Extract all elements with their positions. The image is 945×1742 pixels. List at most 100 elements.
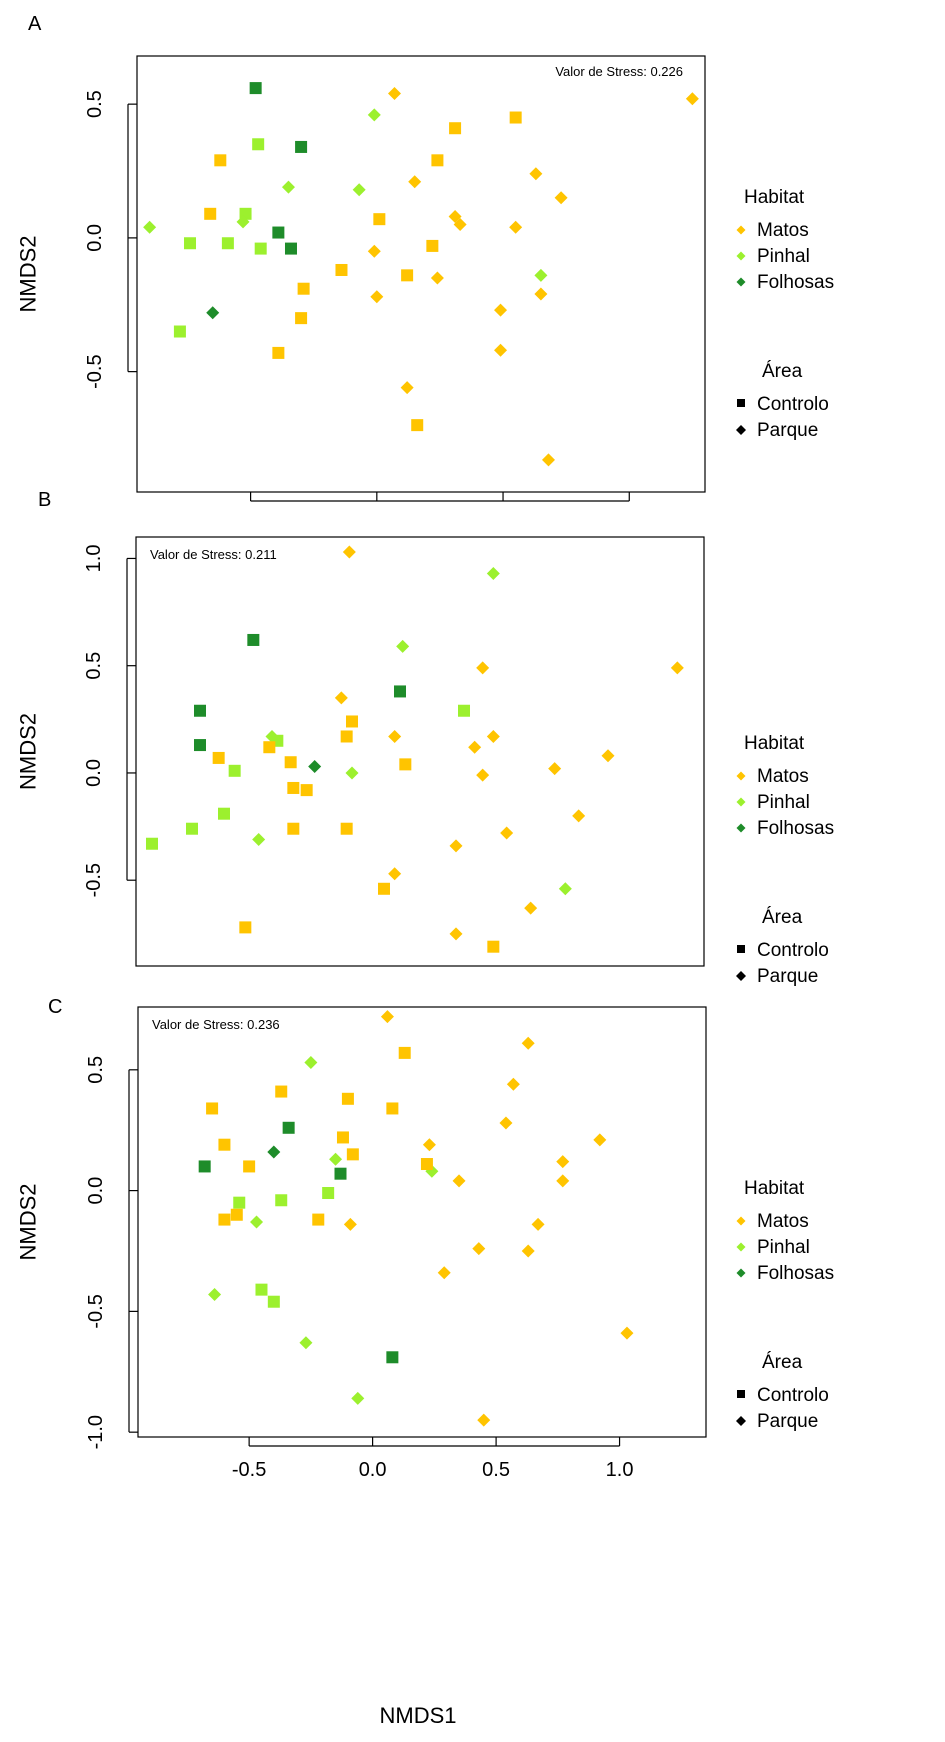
data-point-square: [295, 140, 308, 153]
plot-frame: [135, 536, 705, 967]
legend-habitat-label: Folhosas: [757, 272, 834, 293]
data-point-square: [411, 419, 424, 432]
data-point-square: [275, 1085, 288, 1098]
data-point-square: [297, 282, 310, 295]
data-point-square: [255, 1283, 268, 1296]
legend-habitat-marker: [736, 251, 746, 261]
y-tick-label: 1.0: [83, 545, 105, 573]
data-point-diamond: [534, 287, 548, 301]
legend-habitat-label: Pinhal: [757, 1237, 810, 1258]
data-point-square: [254, 242, 267, 255]
y-tick-label: 0.0: [83, 759, 105, 787]
data-point-square: [230, 1208, 243, 1221]
data-point-diamond: [422, 1138, 436, 1152]
data-point-diamond: [267, 1145, 281, 1159]
data-point-diamond: [367, 244, 381, 258]
legend-area-marker: [736, 1416, 746, 1426]
data-point-square: [233, 1196, 246, 1209]
data-point-diamond: [685, 92, 699, 106]
data-point-square: [267, 1295, 280, 1308]
y-tick-label: 0.5: [83, 652, 105, 680]
stress-label: Valor de Stress: 0.236: [152, 1017, 280, 1032]
data-point-square: [212, 751, 225, 764]
x-tick-label: -0.5: [232, 1459, 266, 1481]
data-point-square: [312, 1213, 325, 1226]
data-point-square: [340, 822, 353, 835]
data-point-diamond: [343, 1217, 357, 1231]
legend-habitat-title: Habitat: [744, 187, 805, 208]
data-point-diamond: [554, 191, 568, 205]
legend-habitat-label: Pinhal: [757, 792, 810, 813]
data-point-diamond: [486, 729, 500, 743]
data-point-diamond: [529, 167, 543, 181]
data-point-square: [346, 1148, 359, 1161]
data-point-diamond: [620, 1326, 634, 1340]
legend-habitat-marker: [736, 225, 746, 235]
data-point-diamond: [593, 1133, 607, 1147]
y-tick-label: -0.5: [85, 1294, 107, 1328]
legend-habitat-label: Matos: [757, 1211, 809, 1232]
legend-habitat-marker: [736, 823, 746, 833]
data-point-square: [426, 239, 439, 252]
data-point-square: [398, 1046, 411, 1059]
data-point-diamond: [281, 180, 295, 194]
data-point-diamond: [548, 762, 562, 776]
y-axis-label: NMDS2: [16, 713, 41, 790]
legend-habitat-label: Matos: [757, 766, 809, 787]
stress-label: Valor de Stress: 0.226: [555, 64, 683, 79]
data-point-square: [186, 822, 198, 835]
data-point-square: [247, 633, 260, 646]
data-point-square: [243, 1160, 256, 1173]
data-point-square: [378, 882, 390, 895]
data-point-diamond: [299, 1336, 313, 1350]
y-tick-label: 0.0: [84, 224, 106, 252]
data-point-diamond: [408, 175, 422, 189]
data-point-diamond: [452, 1174, 466, 1188]
legend-area-label: Parque: [757, 966, 818, 987]
data-point-square: [194, 739, 206, 752]
data-point-diamond: [448, 209, 462, 223]
data-point-diamond: [556, 1155, 570, 1169]
legend-habitat-label: Pinhal: [757, 246, 810, 267]
data-point-diamond: [437, 1266, 451, 1280]
legend-habitat-label: Folhosas: [757, 1263, 834, 1284]
data-point-diamond: [521, 1036, 535, 1050]
y-tick-label: -0.5: [83, 863, 105, 897]
data-point-diamond: [476, 768, 490, 782]
data-point-square: [509, 111, 522, 124]
data-point-diamond: [494, 303, 508, 317]
x-tick-label: 0.5: [482, 1459, 510, 1481]
data-point-square: [386, 1102, 399, 1115]
data-point-diamond: [400, 381, 414, 395]
data-point-square: [275, 1194, 288, 1207]
data-point-square: [214, 154, 227, 167]
legend-habitat-marker: [736, 1242, 746, 1252]
y-axis-label: NMDS2: [16, 1183, 41, 1260]
data-point-diamond: [521, 1244, 535, 1258]
data-point-diamond: [351, 1391, 365, 1405]
y-tick-label: 0.5: [85, 1056, 107, 1084]
legend-habitat-marker: [736, 797, 746, 807]
data-point-square: [184, 237, 197, 250]
data-point-diamond: [352, 183, 366, 197]
legend-area-marker: [736, 425, 746, 435]
data-point-diamond: [143, 220, 157, 234]
data-point-square: [336, 1131, 349, 1144]
data-point-diamond: [308, 760, 322, 774]
data-point-diamond: [477, 1413, 491, 1427]
data-point-diamond: [206, 306, 220, 320]
data-point-diamond: [304, 1056, 318, 1070]
data-point-square: [194, 704, 206, 717]
data-point-diamond: [396, 639, 410, 653]
legend-area-title: Área: [762, 361, 803, 382]
data-point-square: [146, 837, 158, 850]
stress-label: Valor de Stress: 0.211: [150, 547, 277, 562]
data-point-diamond: [476, 661, 490, 675]
plot-frame: [136, 55, 706, 493]
data-point-square: [295, 312, 308, 325]
data-point-diamond: [370, 290, 384, 304]
legend-area-label: Controlo: [757, 1385, 829, 1406]
data-point-square: [263, 741, 276, 754]
legend-habitat-label: Matos: [757, 220, 809, 241]
data-point-diamond: [449, 927, 463, 941]
